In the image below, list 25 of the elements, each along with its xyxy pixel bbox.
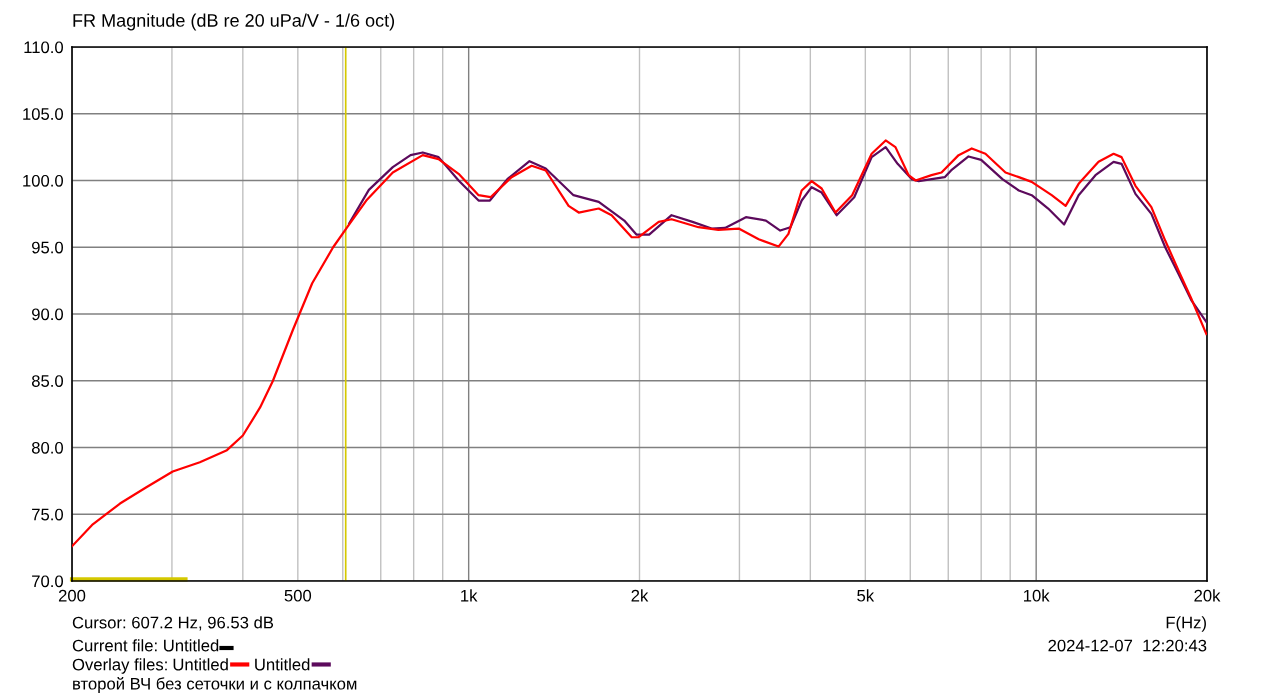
text: Current file: Untitled — [72, 639, 219, 652]
x-tick-label: 200 — [58, 589, 86, 602]
x-tick-label: 1k — [461, 589, 478, 602]
y-tick-label: 80.0 — [31, 441, 64, 454]
text: Cursor: 607.2 Hz, 96.53 dB — [72, 616, 274, 631]
y-tick-label: 95.0 — [32, 241, 64, 254]
y-tick-label: 90.0 — [32, 308, 64, 321]
x-tick-label: 500 — [284, 589, 312, 602]
chart-title: FR Magnitude (dB re 20 uPa/V - 1/6 oct) — [73, 13, 395, 31]
y-tick-label: 105.0 — [23, 108, 64, 120]
y-tick-label: 110.0 — [24, 41, 64, 54]
y-tick-label: 75.0 — [32, 508, 64, 521]
x-tick-label: 10k — [1024, 589, 1050, 602]
x-axis-title: F(Hz) — [1166, 616, 1206, 632]
x-tick-label: 20k — [1194, 589, 1221, 602]
y-tick-label: 100.0 — [23, 174, 64, 187]
y-tick-label: 85.0 — [31, 375, 64, 387]
y-tick-label: 70.0 — [32, 575, 64, 588]
x-tick-label: 5k — [857, 589, 875, 602]
text: Overlay files: — [72, 658, 167, 674]
text: 2024-12-07 12:20:43 — [1048, 639, 1207, 652]
legend-label: Untitled — [173, 658, 228, 671]
legend-label: Untitled — [255, 658, 310, 671]
x-tick-label: 2k — [631, 589, 649, 602]
text: второй ВЧ без сеточки и с колпачком — [73, 677, 357, 693]
